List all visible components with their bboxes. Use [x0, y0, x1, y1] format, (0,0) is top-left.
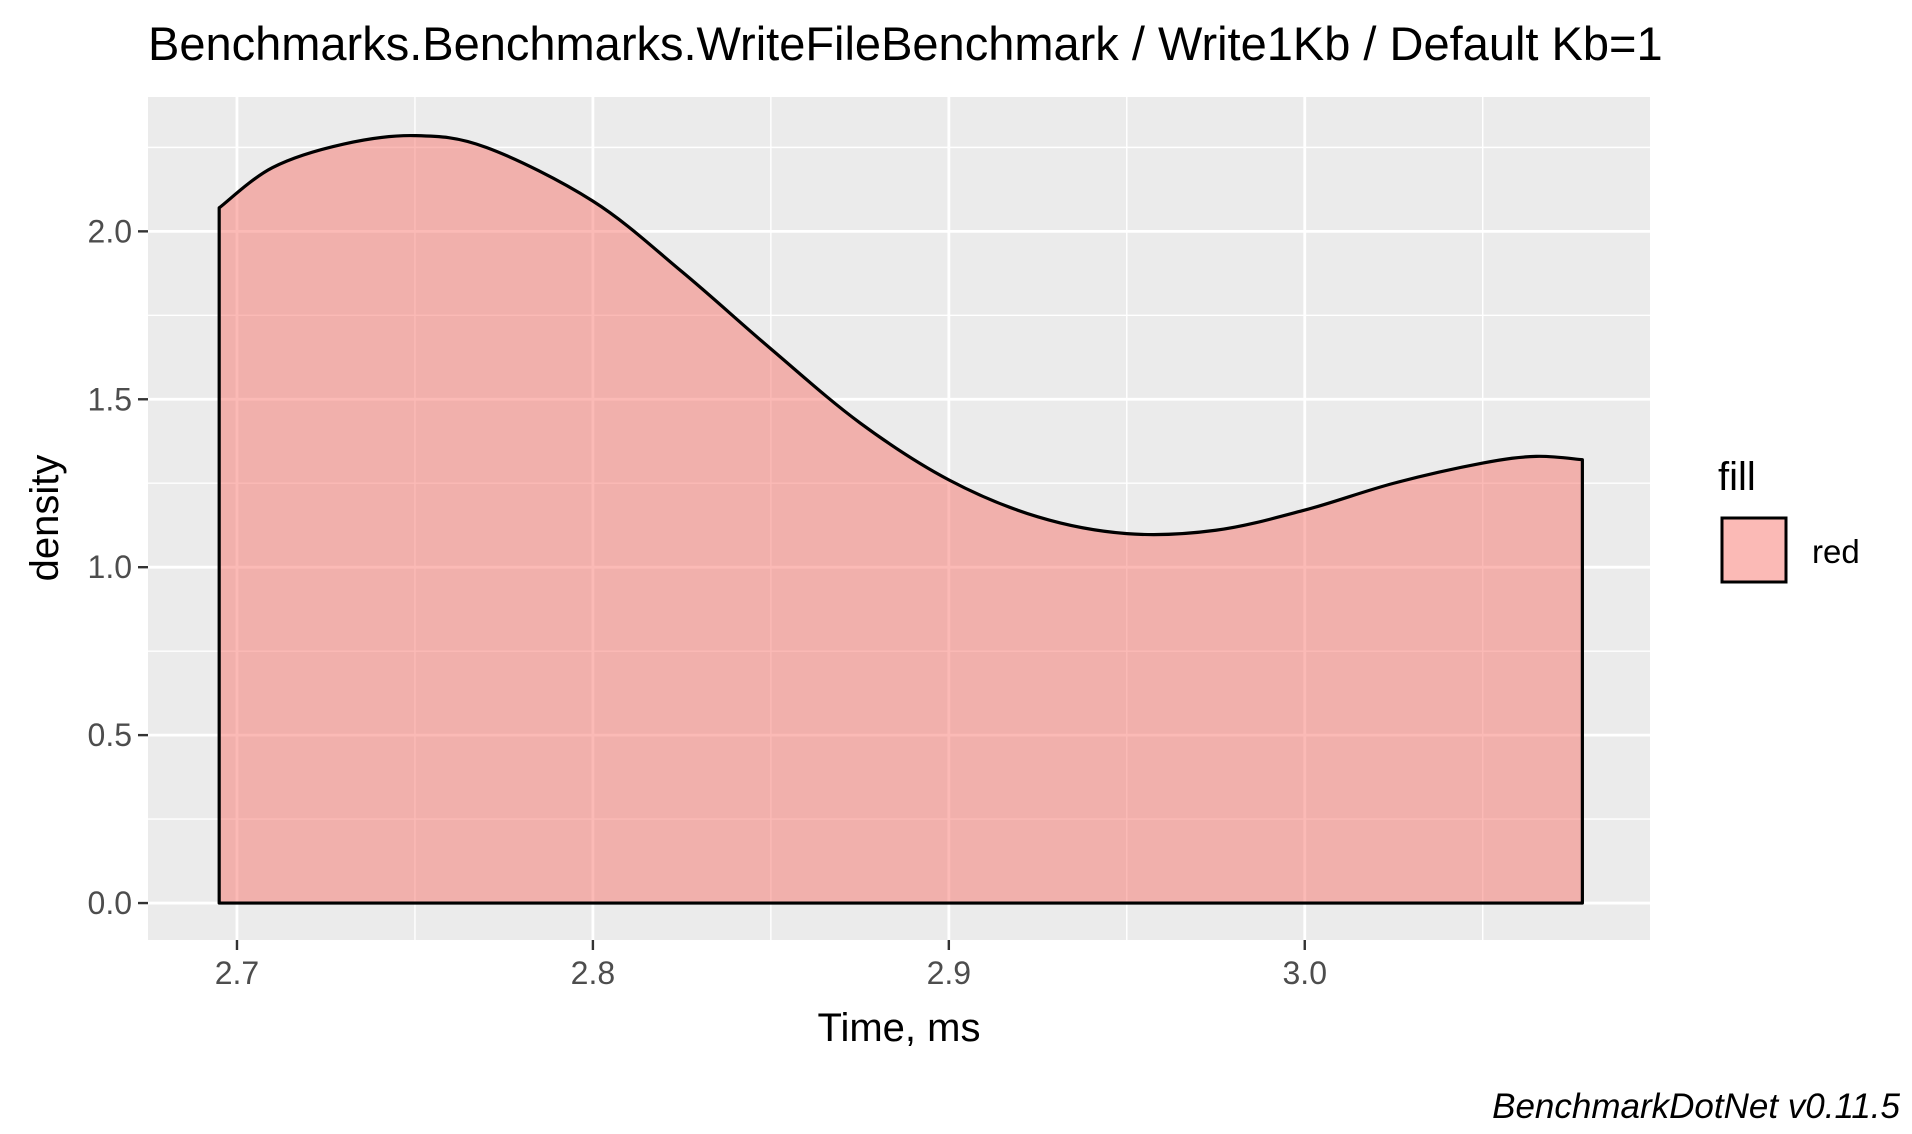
- legend-key-red: [1720, 516, 1788, 584]
- y-axis-ticks: 0.0 0.5 1.0 1.5 2.0: [88, 213, 148, 921]
- y-axis-label: density: [23, 455, 67, 582]
- x-tick-label: 2.8: [571, 955, 615, 991]
- x-axis-ticks: 2.7 2.8 2.9 3.0: [215, 940, 1327, 991]
- x-tick-label: 2.7: [215, 955, 259, 991]
- y-tick-label: 1.0: [88, 549, 132, 585]
- y-tick-label: 0.5: [88, 717, 132, 753]
- legend: fill red: [1718, 455, 1860, 584]
- x-tick-label: 3.0: [1283, 955, 1327, 991]
- x-axis-label: Time, ms: [818, 1006, 981, 1050]
- legend-title: fill: [1718, 455, 1756, 499]
- density-area-red: [217, 133, 1584, 905]
- y-tick-label: 2.0: [88, 213, 132, 249]
- series-layer: [217, 133, 1584, 905]
- chart-title: Benchmarks.Benchmarks.WriteFileBenchmark…: [148, 17, 1663, 70]
- y-tick-label: 1.5: [88, 381, 132, 417]
- x-tick-label: 2.9: [927, 955, 971, 991]
- chart-caption: BenchmarkDotNet v0.11.5: [1492, 1087, 1900, 1126]
- y-tick-label: 0.0: [88, 885, 132, 921]
- legend-label-red: red: [1812, 533, 1860, 570]
